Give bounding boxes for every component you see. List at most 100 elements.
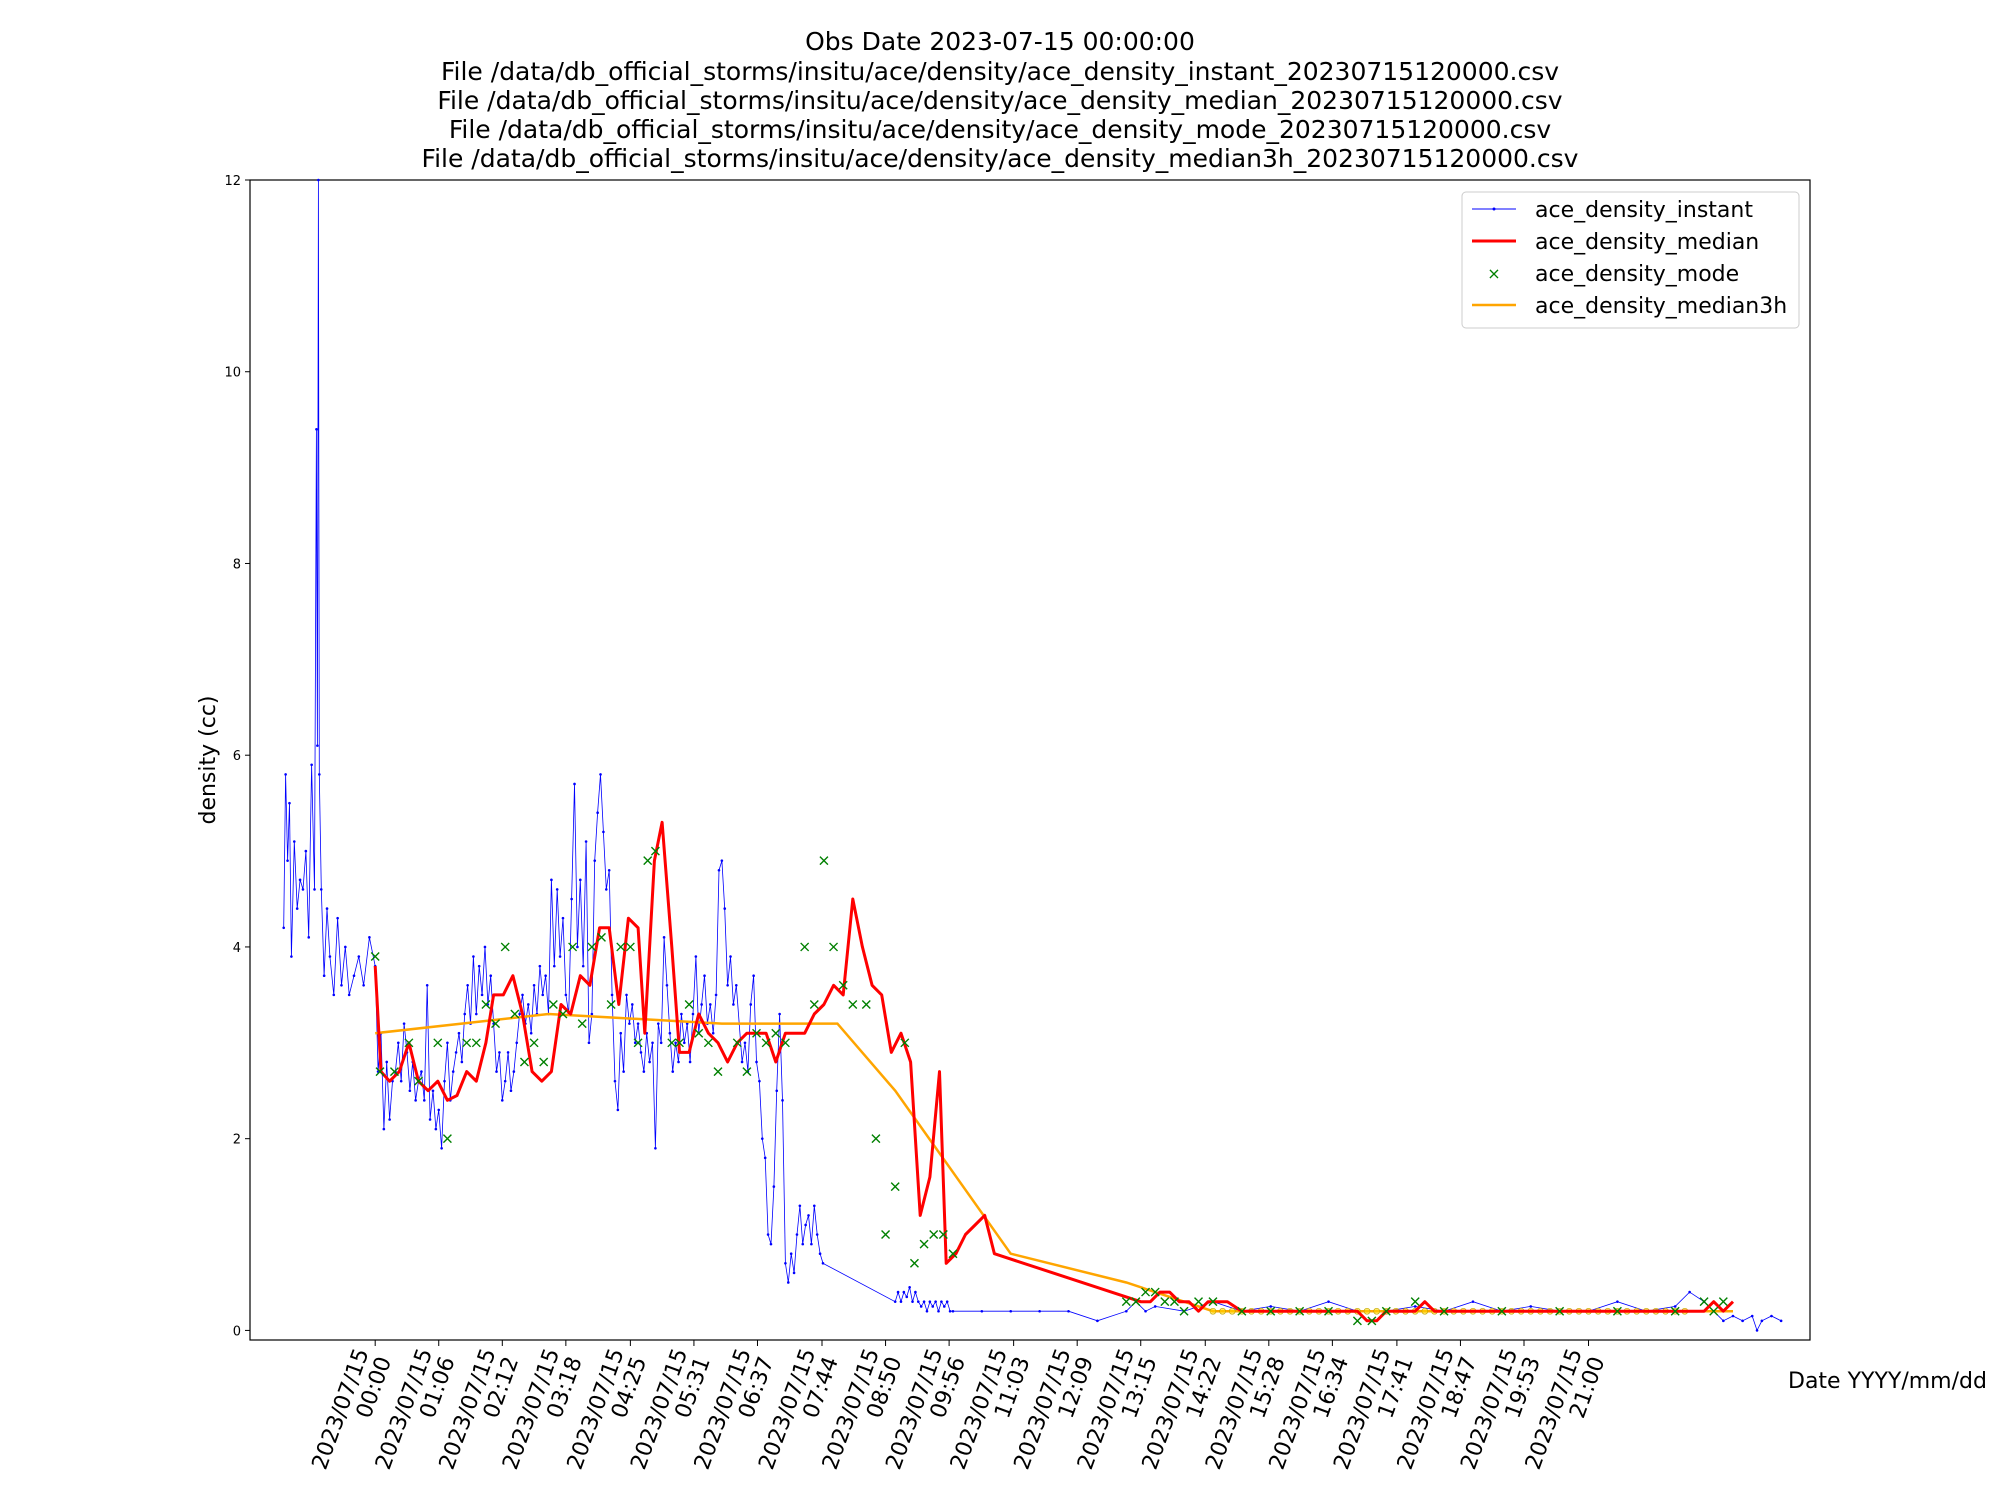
instant-point [604, 888, 608, 891]
mode-point [861, 999, 871, 1009]
mode-point [838, 980, 848, 990]
instant-point [668, 1031, 672, 1035]
instant-point [659, 1041, 663, 1045]
instant-point [607, 868, 611, 872]
y-tick-label: 6 [233, 749, 241, 764]
instant-point [931, 1305, 935, 1308]
instant-point [755, 1060, 758, 1064]
mode-point [606, 999, 616, 1009]
instant-point [463, 1012, 467, 1016]
mode-point [519, 1057, 529, 1067]
instant-point [677, 1060, 680, 1064]
instant-point [948, 1309, 952, 1313]
instant-point [622, 1070, 625, 1073]
mode-point [881, 1230, 891, 1240]
chart-title: Obs Date 2023-07-15 00:00:00 File /data/… [422, 27, 1579, 173]
mode-point [713, 1067, 723, 1077]
median3h-marker [1363, 1307, 1371, 1315]
instant-point [340, 983, 343, 987]
instant-point [489, 974, 493, 978]
mode-point [1141, 1287, 1151, 1297]
mode-point [1266, 1306, 1276, 1316]
instant-point [1529, 1305, 1533, 1308]
instant-point [951, 1309, 955, 1313]
instant-point [691, 1012, 695, 1016]
instant-point [807, 1214, 810, 1217]
x-axis-label: Date YYYY/mm/dd [1788, 1369, 1987, 1394]
instant-point [344, 945, 347, 949]
instant-point [726, 983, 729, 987]
mode-point [938, 1230, 948, 1240]
instant-point [451, 1070, 455, 1073]
instant-point [1153, 1305, 1157, 1308]
instant-point [446, 1041, 449, 1045]
instant-point [980, 1309, 984, 1313]
mode-point [1131, 1297, 1141, 1307]
instant-point [648, 1060, 651, 1064]
instant-point [425, 983, 429, 987]
mode-point [1121, 1297, 1131, 1307]
mode-point [500, 942, 510, 952]
instant-point [550, 878, 553, 882]
instant-point [743, 1041, 747, 1045]
instant-point [319, 888, 323, 891]
instant-point [474, 1012, 478, 1016]
instant-point [460, 1060, 464, 1064]
series-ace-density-median3h [375, 1012, 1733, 1315]
mode-point [948, 1249, 958, 1259]
instant-point [758, 1079, 761, 1083]
instant-point [552, 964, 556, 968]
mode-point [694, 1028, 704, 1038]
mode-point [1381, 1306, 1391, 1316]
instant-point [420, 1070, 423, 1073]
mode-point [404, 1038, 414, 1048]
instant-point [599, 773, 602, 776]
instant-point [317, 178, 320, 182]
instant-point [1722, 1319, 1725, 1323]
instant-point [555, 888, 559, 891]
instant-point [717, 868, 721, 872]
instant-point [414, 1099, 417, 1102]
mode-point [900, 1038, 910, 1048]
mode-point [890, 1182, 900, 1192]
instant-point [630, 1003, 634, 1006]
instant-point [328, 955, 332, 958]
series-layer [282, 178, 1783, 1332]
mode-point [481, 999, 491, 1009]
instant-point [613, 1079, 617, 1083]
instant-point [396, 1041, 400, 1045]
instant-point [1741, 1319, 1744, 1323]
instant-point [786, 1281, 790, 1284]
mode-point [1179, 1306, 1189, 1316]
instant-point [422, 1099, 426, 1102]
instant-point [945, 1300, 949, 1303]
instant-point [1688, 1290, 1691, 1294]
instant-point [714, 993, 718, 997]
instant-point [680, 1012, 683, 1016]
instant-point [298, 878, 302, 882]
mode-point [596, 932, 606, 942]
mode-point [1194, 1297, 1204, 1307]
instant-point [801, 1242, 805, 1246]
median3h-marker [1219, 1307, 1226, 1315]
instant-point [347, 993, 351, 997]
instant-point [1096, 1319, 1099, 1323]
instant-point [732, 1003, 735, 1006]
instant-point [573, 782, 576, 786]
instant-point [1009, 1309, 1013, 1313]
mode-point [674, 1038, 684, 1048]
instant-point [1616, 1300, 1619, 1303]
instant-point [798, 1204, 802, 1208]
instant-point [942, 1305, 946, 1308]
instant-point [610, 993, 614, 997]
instant-point [1471, 1300, 1475, 1303]
instant-point [288, 801, 291, 805]
instant-point [1124, 1309, 1128, 1313]
mode-point [529, 1038, 539, 1048]
instant-point [431, 1089, 435, 1093]
mode-point [871, 1134, 881, 1144]
instant-point [336, 916, 339, 920]
mode-point [919, 1239, 929, 1249]
instant-point [694, 955, 698, 958]
